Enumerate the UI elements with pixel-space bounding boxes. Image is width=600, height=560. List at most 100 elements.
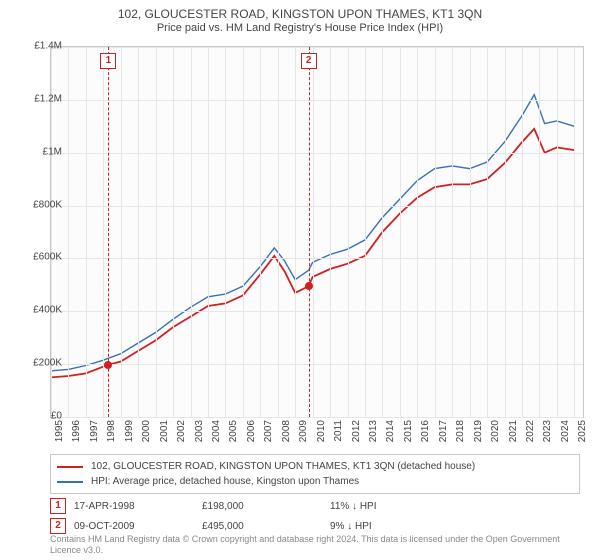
x-gridline (574, 47, 575, 417)
y-tick-label: £200K (18, 358, 62, 369)
x-tick-label: 2024 (560, 420, 571, 442)
sale-price: £495,000 (202, 521, 322, 532)
x-gridline (557, 47, 558, 417)
x-gridline (539, 47, 540, 417)
x-gridline (452, 47, 453, 417)
x-tick-label: 2001 (159, 420, 170, 442)
table-row: 1 17-APR-1998 £198,000 11% ↓ HPI (50, 496, 580, 516)
x-tick-label: 1995 (54, 420, 65, 442)
x-tick-label: 2000 (141, 420, 152, 442)
x-gridline (68, 47, 69, 417)
x-gridline (348, 47, 349, 417)
x-gridline (173, 47, 174, 417)
x-tick-label: 2004 (211, 420, 222, 442)
x-tick-label: 2003 (194, 420, 205, 442)
x-tick-label: 2015 (403, 420, 414, 442)
x-gridline (295, 47, 296, 417)
y-tick-label: £800K (18, 199, 62, 210)
x-tick-label: 2023 (542, 420, 553, 442)
x-tick-label: 2012 (351, 420, 362, 442)
chart-legend: 102, GLOUCESTER ROAD, KINGSTON UPON THAM… (50, 454, 580, 494)
x-tick-label: 1997 (89, 420, 100, 442)
x-gridline (225, 47, 226, 417)
x-gridline (330, 47, 331, 417)
x-gridline (156, 47, 157, 417)
x-gridline (470, 47, 471, 417)
chart-series-svg (51, 47, 583, 417)
x-tick-label: 2002 (176, 420, 187, 442)
y-tick-label: £1.2M (18, 93, 62, 104)
sale-marker-box: 2 (301, 53, 317, 69)
legend-label: 102, GLOUCESTER ROAD, KINGSTON UPON THAM… (91, 459, 475, 474)
y-tick-label: £600K (18, 252, 62, 263)
x-gridline (260, 47, 261, 417)
x-gridline (138, 47, 139, 417)
x-tick-label: 1998 (106, 420, 117, 442)
x-tick-label: 2011 (333, 420, 344, 442)
legend-label: HPI: Average price, detached house, King… (91, 474, 359, 489)
x-gridline (313, 47, 314, 417)
y-gridline (51, 364, 583, 365)
x-tick-label: 2020 (490, 420, 501, 442)
table-row: 2 09-OCT-2009 £495,000 9% ↓ HPI (50, 516, 580, 536)
sale-marker-2: 2 (50, 518, 66, 534)
x-tick-label: 2018 (455, 420, 466, 442)
sale-delta: 11% ↓ HPI (330, 501, 450, 512)
x-gridline (278, 47, 279, 417)
x-gridline (522, 47, 523, 417)
x-tick-label: 2006 (246, 420, 257, 442)
x-gridline (382, 47, 383, 417)
y-gridline (51, 206, 583, 207)
x-gridline (417, 47, 418, 417)
x-tick-label: 2022 (525, 420, 536, 442)
x-tick-label: 2010 (316, 420, 327, 442)
y-tick-label: £1M (18, 146, 62, 157)
x-tick-label: 1996 (71, 420, 82, 442)
y-gridline (51, 47, 583, 48)
sale-date: 09-OCT-2009 (74, 521, 194, 532)
x-tick-label: 2025 (577, 420, 588, 442)
x-tick-label: 2017 (438, 420, 449, 442)
x-gridline (243, 47, 244, 417)
x-gridline (365, 47, 366, 417)
x-tick-label: 2005 (228, 420, 239, 442)
sale-marker-1: 1 (50, 498, 66, 514)
legend-swatch (57, 466, 83, 468)
x-gridline (435, 47, 436, 417)
x-gridline (121, 47, 122, 417)
x-tick-label: 2014 (385, 420, 396, 442)
x-gridline (86, 47, 87, 417)
x-tick-label: 1999 (124, 420, 135, 442)
x-gridline (208, 47, 209, 417)
legend-row: HPI: Average price, detached house, King… (57, 474, 573, 489)
sale-marker-box: 1 (100, 53, 116, 69)
x-tick-label: 2007 (263, 420, 274, 442)
x-tick-label: 2013 (368, 420, 379, 442)
y-gridline (51, 258, 583, 259)
y-gridline (51, 153, 583, 154)
legend-row: 102, GLOUCESTER ROAD, KINGSTON UPON THAM… (57, 459, 573, 474)
chart-subtitle: Price paid vs. HM Land Registry's House … (0, 22, 600, 38)
copyright-footer: Contains HM Land Registry data © Crown c… (50, 534, 580, 557)
x-gridline (505, 47, 506, 417)
y-tick-label: £400K (18, 305, 62, 316)
sales-table: 1 17-APR-1998 £198,000 11% ↓ HPI 2 09-OC… (50, 496, 580, 536)
x-gridline (400, 47, 401, 417)
x-gridline (191, 47, 192, 417)
chart-title: 102, GLOUCESTER ROAD, KINGSTON UPON THAM… (0, 0, 600, 22)
y-gridline (51, 100, 583, 101)
y-tick-label: £1.4M (18, 41, 62, 52)
sale-price: £198,000 (202, 501, 322, 512)
y-gridline (51, 417, 583, 418)
sale-point (305, 282, 313, 290)
sale-point (104, 361, 112, 369)
chart-plot-area: 12 (50, 46, 584, 418)
y-gridline (51, 311, 583, 312)
sale-delta: 9% ↓ HPI (330, 521, 450, 532)
sale-vline (309, 47, 310, 417)
x-tick-label: 2021 (508, 420, 519, 442)
x-tick-label: 2009 (298, 420, 309, 442)
x-tick-label: 2019 (473, 420, 484, 442)
legend-swatch (57, 481, 83, 483)
sale-date: 17-APR-1998 (74, 501, 194, 512)
